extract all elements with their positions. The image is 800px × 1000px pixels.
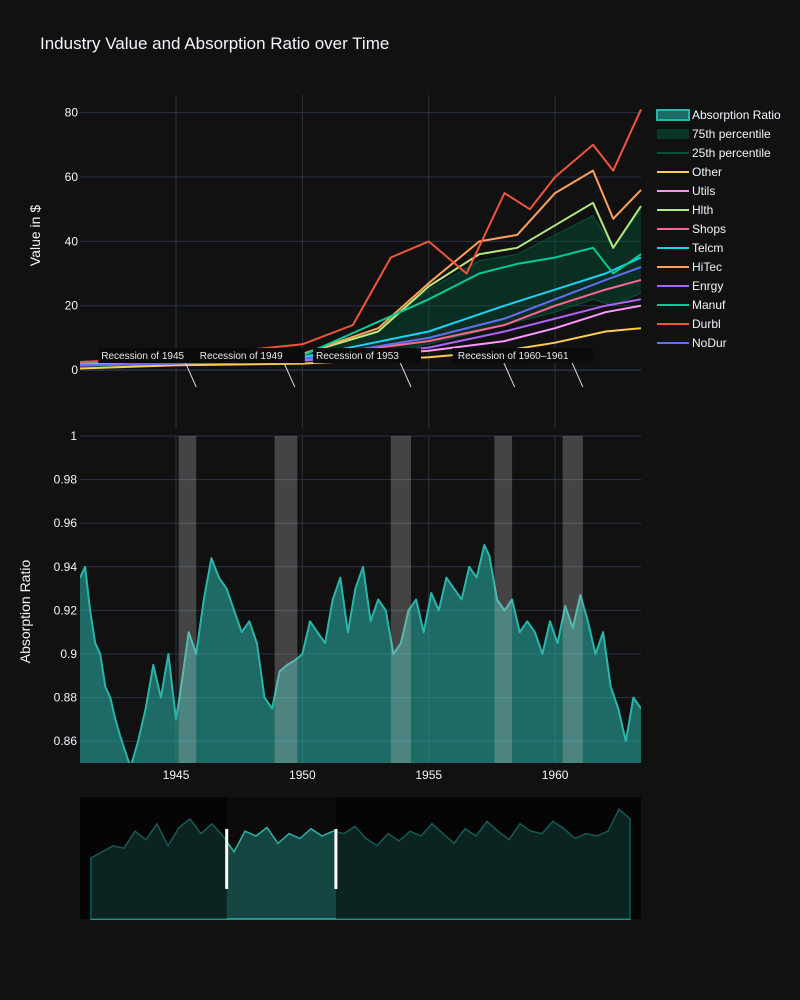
legend-label: Durbl xyxy=(692,317,721,331)
recession-shade xyxy=(562,436,583,763)
legend-label: Shops xyxy=(692,222,726,236)
range-slider[interactable] xyxy=(80,797,641,920)
recession-shade xyxy=(274,436,298,763)
legend-item[interactable]: 25th percentile xyxy=(657,146,771,160)
recession-shade xyxy=(390,436,412,763)
annotation-arrow xyxy=(502,359,516,388)
annotation-label: Recession of 1945 xyxy=(101,351,184,362)
legend-item[interactable]: Absorption Ratio xyxy=(656,108,781,122)
y-tick-label: 40 xyxy=(65,234,79,248)
y-axis-title: Absorption Ratio xyxy=(17,560,33,664)
range-slider-handle-right[interactable] xyxy=(334,829,338,889)
legend-item[interactable]: Manuf xyxy=(657,298,726,312)
legend-item[interactable]: Other xyxy=(657,165,722,179)
legend-item[interactable]: Telcm xyxy=(657,241,723,255)
legend-label: Telcm xyxy=(692,241,723,255)
range-slider-handle-left[interactable] xyxy=(225,829,229,889)
annotation-box xyxy=(98,348,207,364)
recession-shade xyxy=(494,436,513,763)
annotation-arrow xyxy=(570,359,584,388)
absorption-area xyxy=(80,545,641,763)
annotation-label: Recession of 1960–1961 xyxy=(458,351,569,362)
annotation-arrow xyxy=(183,359,197,388)
y-tick-label: 0.94 xyxy=(54,560,78,574)
legend-item[interactable]: Shops xyxy=(657,222,726,236)
legend-item[interactable]: NoDur xyxy=(657,336,727,350)
top-panel: 0 20 40 60 80 Value in $ Recession of 1945 Rece… xyxy=(27,95,642,428)
legend-label: 75th percentile xyxy=(692,127,771,141)
legend-label: HiTec xyxy=(692,260,722,274)
legend-item[interactable]: 75th percentile xyxy=(657,127,771,141)
absorption-line[interactable] xyxy=(80,544,641,767)
y-tick-label: 0.9 xyxy=(60,647,77,661)
y-tick-label: 0.96 xyxy=(54,516,78,530)
y-tick-label: 0.88 xyxy=(54,691,78,705)
y-tick-label: 0.98 xyxy=(54,473,78,487)
x-tick-label: 1955 xyxy=(415,768,442,782)
range-slider-mask-right xyxy=(335,797,641,919)
legend-label: NoDur xyxy=(692,336,727,350)
annotation-label: Recession of 1949 xyxy=(200,351,283,362)
y-tick-label: 0.86 xyxy=(54,734,78,748)
legend-item[interactable]: Enrgy xyxy=(657,279,723,293)
series-line-durbl[interactable] xyxy=(79,108,642,363)
legend-label: Hlth xyxy=(692,203,713,217)
bottom-panel: 0.86 0.88 0.9 0.92 0.94 0.96 0.98 1 1945 1950 1955… xyxy=(17,429,641,782)
annotation-arrow xyxy=(282,359,296,388)
legend-label: Manuf xyxy=(692,298,726,312)
annotation-arrow xyxy=(398,359,412,388)
y-tick-label: 80 xyxy=(65,106,79,120)
range-slider-mask-left xyxy=(80,797,227,919)
annotation-label: Recession of 1953 xyxy=(316,351,399,362)
annotation-box xyxy=(196,348,305,364)
y-tick-label: 20 xyxy=(65,299,79,313)
legend-item[interactable]: Durbl xyxy=(657,317,721,331)
legend-label: Utils xyxy=(692,184,715,198)
legend[interactable]: Absorption Ratio 75th percentile 25th perc… xyxy=(656,108,781,350)
annotation-box xyxy=(454,348,593,364)
x-tick-label: 1950 xyxy=(289,768,316,782)
legend-swatch xyxy=(657,129,689,139)
legend-label: 25th percentile xyxy=(692,146,771,160)
legend-label: Other xyxy=(692,165,722,179)
legend-swatch xyxy=(656,109,690,121)
absorption-area-group xyxy=(80,544,641,767)
percentile-band xyxy=(80,209,641,367)
legend-label: Enrgy xyxy=(692,279,723,293)
recession-shade xyxy=(178,436,197,763)
x-tick-label: 1960 xyxy=(542,768,569,782)
y-tick-label: 0.92 xyxy=(54,603,78,617)
y-axis-title: Value in $ xyxy=(27,205,43,266)
annotation-box xyxy=(313,348,422,364)
legend-label: Absorption Ratio xyxy=(692,108,781,122)
y-tick-label: 0 xyxy=(71,363,78,377)
y-tick-label: 1 xyxy=(70,429,77,443)
y-tick-label: 60 xyxy=(65,170,79,184)
chart-title: Industry Value and Absorption Ratio over… xyxy=(40,34,390,53)
percentile-25-line xyxy=(79,292,642,368)
x-tick-label: 1945 xyxy=(163,768,190,782)
legend-item[interactable]: Utils xyxy=(657,184,715,198)
legend-item[interactable]: HiTec xyxy=(657,260,722,274)
legend-item[interactable]: Hlth xyxy=(657,203,713,217)
